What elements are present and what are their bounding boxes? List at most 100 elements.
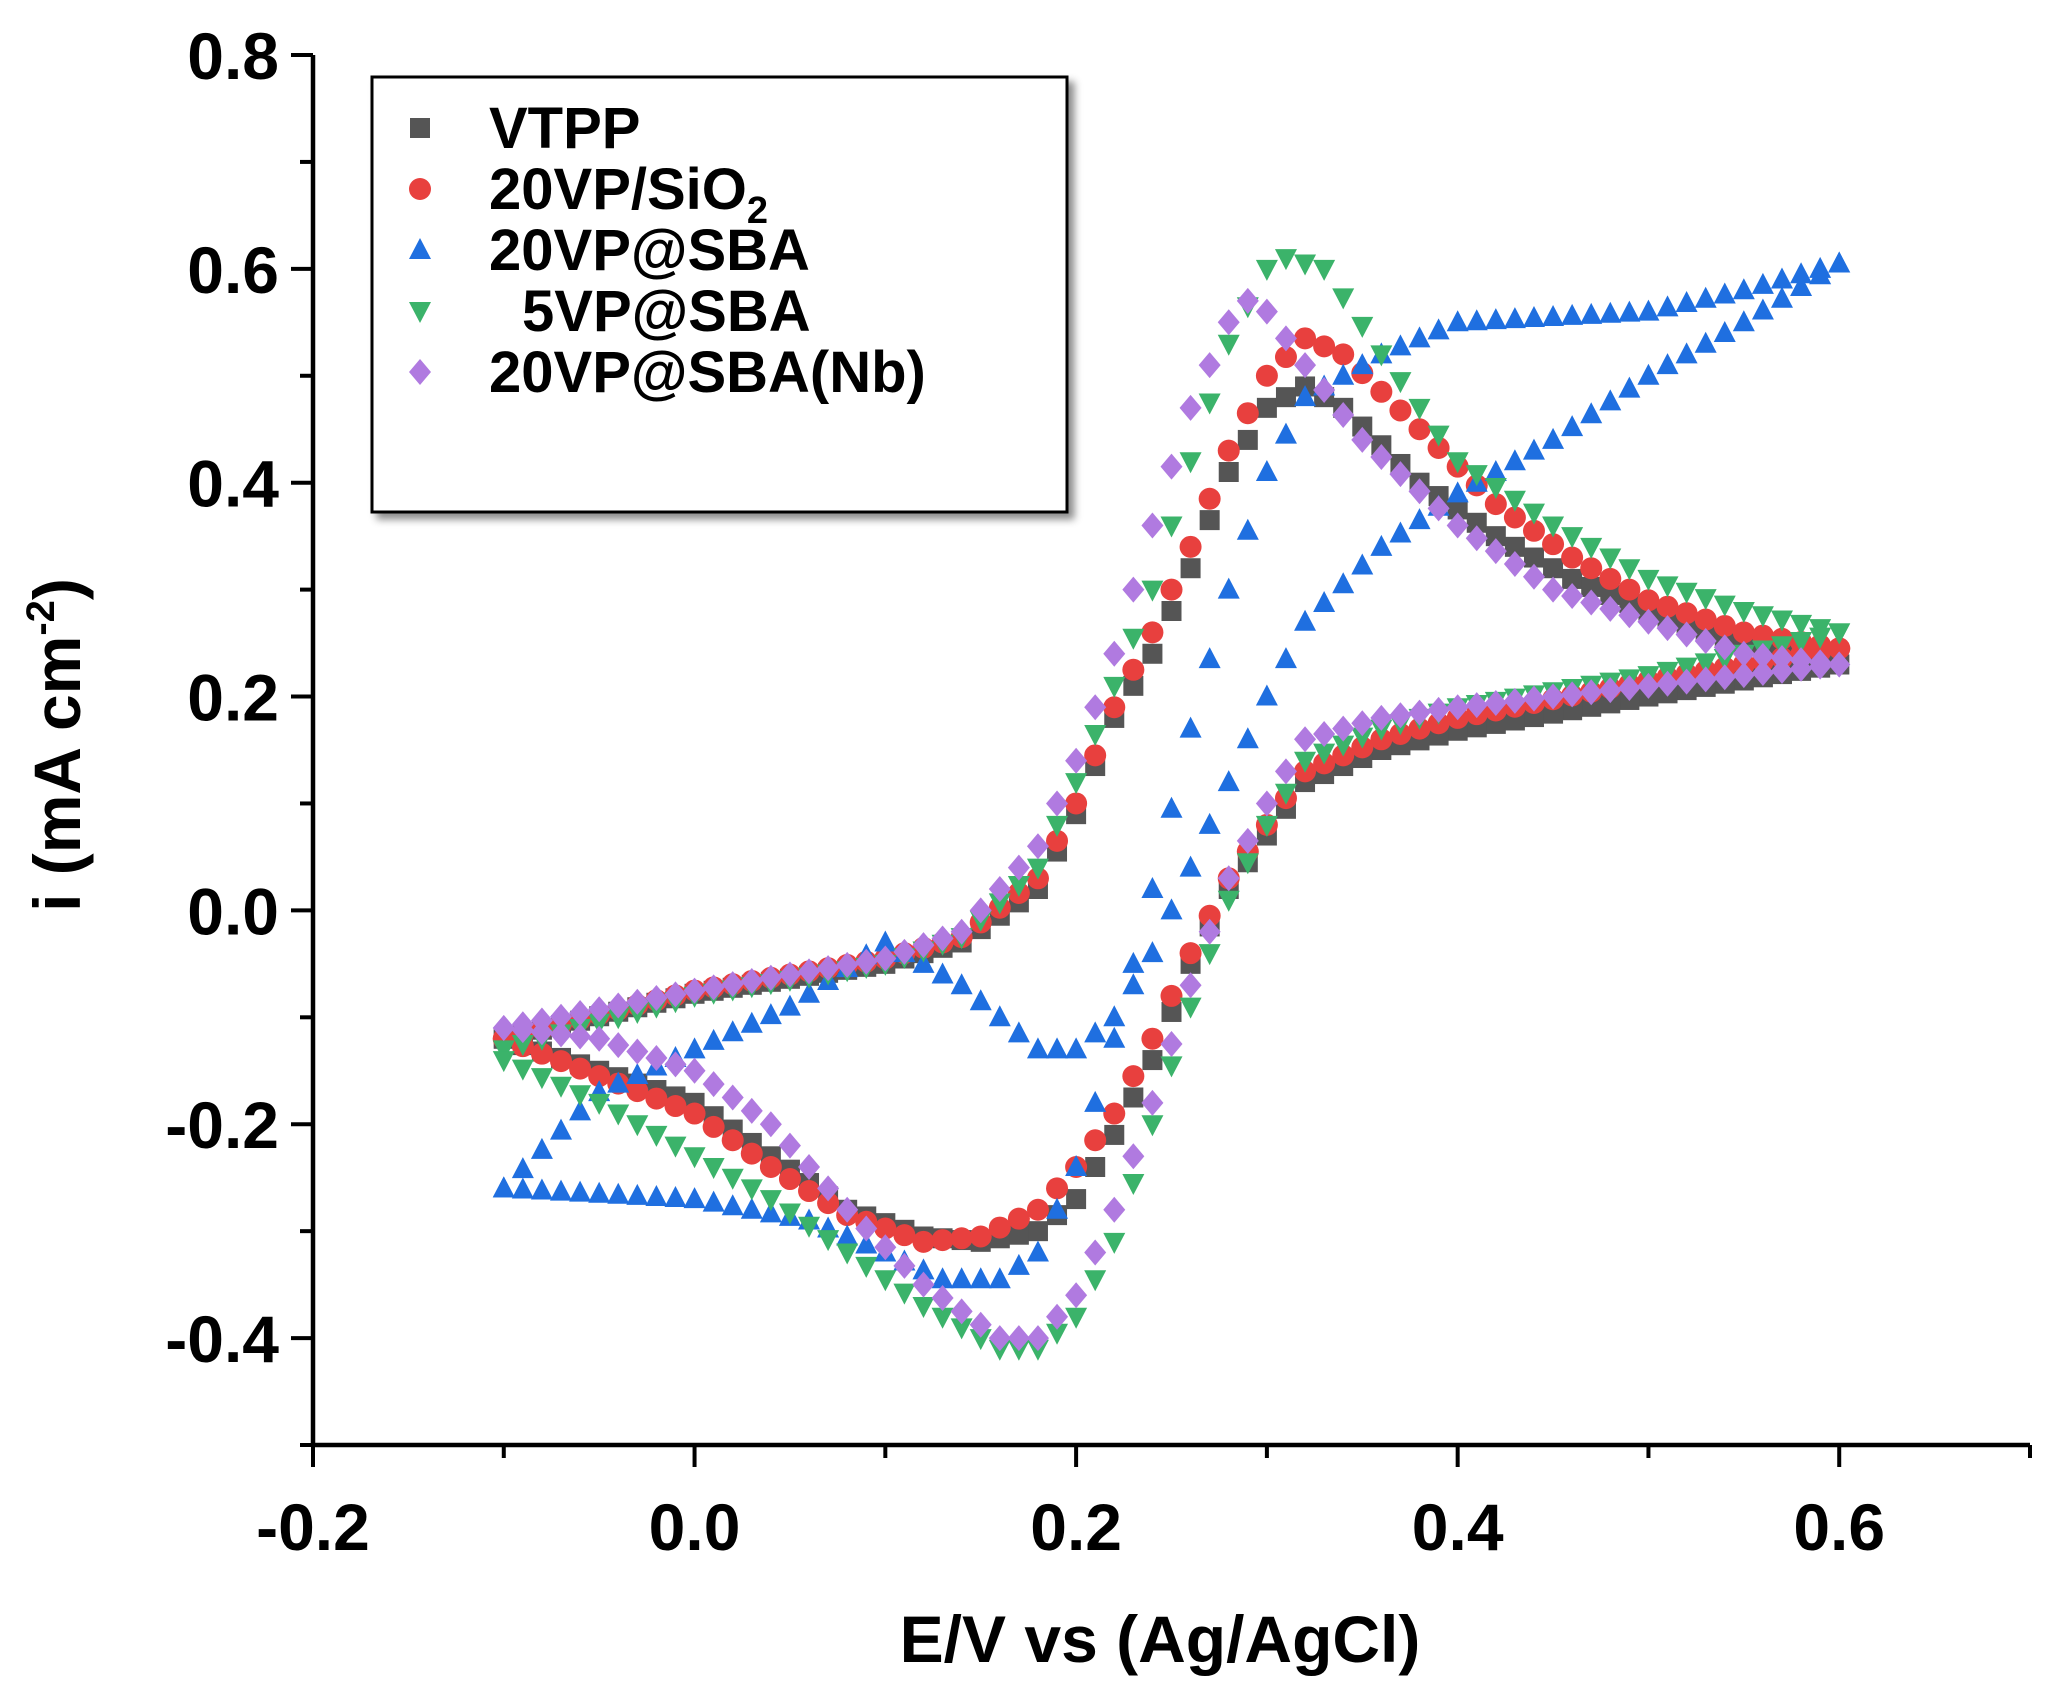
- data-point: [550, 1076, 573, 1098]
- data-point: [893, 1252, 916, 1279]
- data-point: [759, 1201, 782, 1223]
- data-point: [683, 1187, 706, 1209]
- data-point: [626, 1080, 649, 1103]
- data-point: [1122, 576, 1145, 603]
- data-point: [1179, 716, 1202, 738]
- data-point: [1085, 1157, 1106, 1177]
- data-point: [1351, 316, 1374, 338]
- data-point: [1141, 941, 1164, 963]
- data-point: [1713, 634, 1736, 661]
- x-tick-label: 0.4: [1412, 1490, 1504, 1564]
- data-point: [702, 1115, 725, 1138]
- data-point: [1770, 657, 1793, 684]
- data-point: [1274, 647, 1297, 669]
- data-point: [1217, 770, 1240, 792]
- legend-label: 20VP/SiO2: [489, 157, 768, 232]
- data-point: [1790, 655, 1813, 682]
- data-point: [1332, 735, 1355, 757]
- data-point: [1809, 627, 1832, 649]
- data-point: [1751, 272, 1774, 294]
- legend-label-text: VTPP: [489, 96, 641, 161]
- data-point: [1313, 720, 1336, 747]
- y-tick-label: -0.2: [165, 1088, 279, 1162]
- data-point: [702, 1028, 725, 1050]
- data-point: [511, 1157, 534, 1179]
- data-point: [874, 1234, 897, 1261]
- data-point: [1751, 606, 1774, 628]
- data-point: [721, 1194, 744, 1216]
- data-point: [1255, 815, 1278, 837]
- data-point: [1103, 640, 1126, 667]
- data-point: [1732, 640, 1755, 667]
- data-point: [1141, 621, 1164, 644]
- data-point: [1599, 301, 1622, 323]
- data-point: [1446, 694, 1469, 721]
- data-point: [569, 1099, 592, 1121]
- data-point: [798, 1180, 821, 1203]
- data-point: [530, 1137, 553, 1159]
- data-point: [1198, 647, 1221, 669]
- data-point: [569, 1057, 592, 1080]
- data-point: [1713, 282, 1736, 304]
- y-axis-title: i (mA cm-2): [19, 578, 94, 912]
- data-point: [492, 1015, 515, 1041]
- data-point: [778, 1203, 801, 1225]
- data-point: [950, 1298, 973, 1325]
- data-point: [893, 1283, 916, 1305]
- data-point: [511, 1177, 534, 1199]
- data-point: [1179, 855, 1202, 877]
- data-point: [1274, 325, 1297, 352]
- data-point: [931, 1284, 954, 1311]
- data-point: [1217, 865, 1240, 892]
- data-point: [1007, 1325, 1030, 1352]
- data-point: [1503, 449, 1526, 471]
- data-point: [1103, 696, 1126, 719]
- data-point: [1122, 1065, 1145, 1088]
- data-point: [550, 1050, 573, 1073]
- data-point: [569, 1000, 592, 1027]
- data-point: [1828, 251, 1851, 273]
- data-point: [1294, 254, 1317, 276]
- data-point: [1694, 666, 1717, 693]
- data-point: [1217, 309, 1240, 336]
- data-point: [1713, 321, 1736, 342]
- data-point: [969, 1267, 992, 1289]
- x-tick-label: 0.2: [1030, 1490, 1122, 1564]
- data-point: [855, 1232, 878, 1254]
- data-point: [1751, 642, 1774, 669]
- legend-label-text: 20VP/SiO: [489, 157, 747, 222]
- data-point: [645, 985, 668, 1012]
- data-point: [1332, 288, 1355, 310]
- data-point: [1180, 558, 1201, 579]
- data-point: [1255, 684, 1278, 706]
- data-point: [1274, 422, 1297, 444]
- data-point: [1046, 829, 1069, 852]
- data-point: [874, 945, 897, 972]
- data-point: [1522, 685, 1545, 712]
- data-point: [721, 1020, 744, 1042]
- data-point: [874, 1270, 897, 1292]
- data-point: [1274, 783, 1297, 805]
- data-point: [1236, 518, 1259, 540]
- data-point: [1160, 578, 1183, 601]
- data-point: [1770, 286, 1793, 308]
- data-point: [1198, 352, 1221, 379]
- data-point: [1351, 710, 1374, 737]
- data-point: [1656, 295, 1679, 317]
- data-point: [1656, 576, 1679, 598]
- data-point: [1236, 727, 1259, 749]
- data-point: [969, 1311, 992, 1338]
- y-axis-title-sup: -2: [19, 600, 63, 636]
- data-point: [550, 1021, 573, 1048]
- data-point: [721, 1084, 744, 1111]
- data-point: [1751, 298, 1774, 320]
- data-point: [1026, 833, 1049, 860]
- data-point: [702, 1158, 725, 1179]
- data-point: [1618, 376, 1641, 398]
- data-point: [588, 1093, 611, 1115]
- data-point: [1294, 327, 1317, 350]
- data-point: [645, 1125, 668, 1147]
- data-point: [1065, 1037, 1088, 1059]
- data-point: [588, 1025, 611, 1052]
